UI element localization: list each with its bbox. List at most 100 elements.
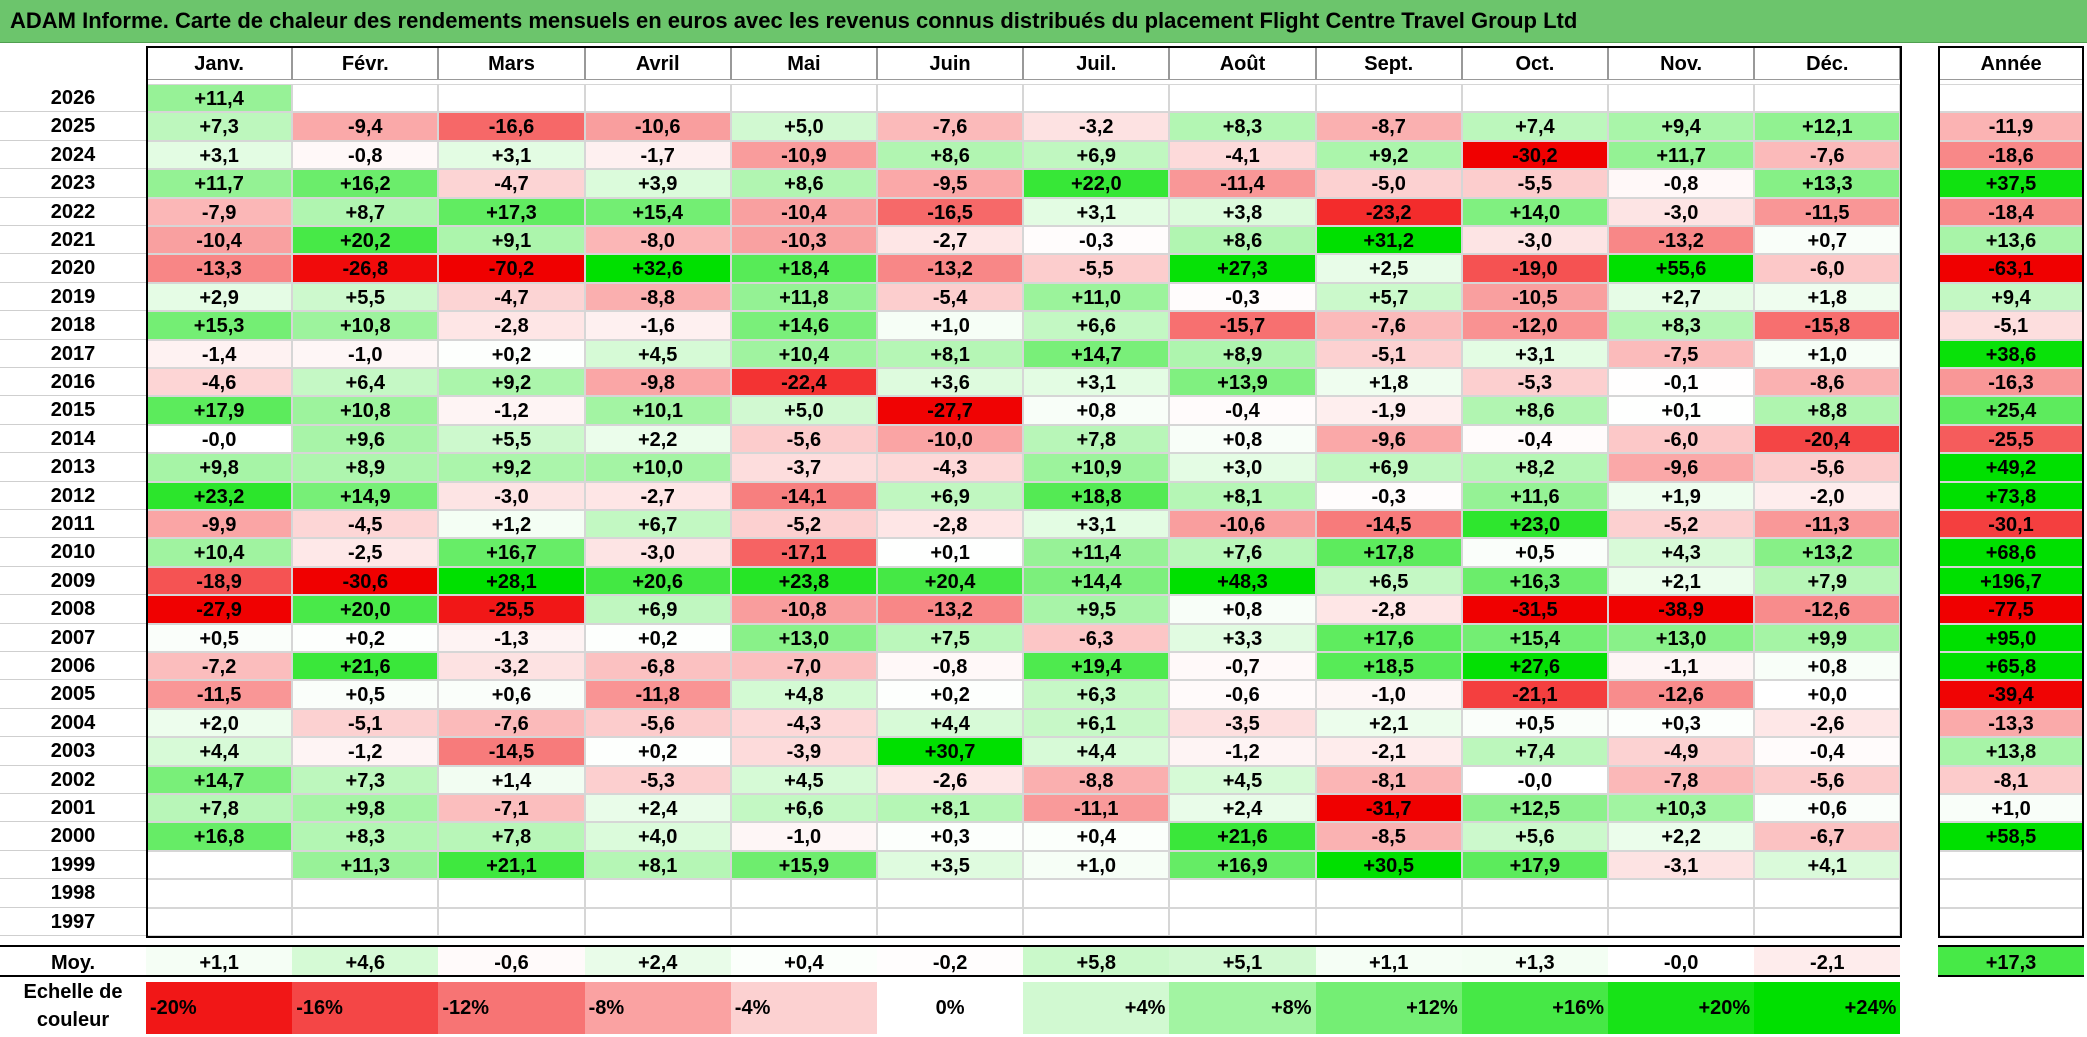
heatmap-cell: -2,6 [1754, 708, 1901, 738]
row-year-label: 2026 [0, 84, 146, 113]
heatmap-cell: +5,5 [292, 282, 439, 312]
column-header: Sept. [1315, 46, 1462, 80]
heatmap-cell: +5,5 [438, 424, 585, 454]
heatmap-cell: +27,3 [1169, 254, 1316, 283]
average-cell: +5,1 [1169, 945, 1316, 977]
heatmap-cell: -8,8 [584, 282, 731, 312]
heatmap-cell: -3,1 [1608, 850, 1755, 880]
heatmap-cell: -31,7 [1315, 794, 1462, 823]
heatmap-cell: +10,1 [584, 396, 731, 425]
heatmap-cell: -30,2 [1461, 140, 1608, 170]
heatmap-cell: -3,7 [730, 453, 877, 482]
heatmap-cell [438, 84, 585, 113]
heatmap-cell: -27,7 [877, 396, 1024, 425]
heatmap-cell: -1,6 [584, 311, 731, 340]
heatmap-cell: -10,9 [730, 140, 877, 170]
heatmap-cell: -8,6 [1754, 368, 1901, 397]
heatmap-cell: -0,4 [1169, 396, 1316, 425]
heatmap-cell: +17,6 [1315, 623, 1462, 652]
row-year-label: 2025 [0, 112, 146, 141]
heatmap-cell: -0,3 [1169, 282, 1316, 312]
heatmap-annual-cell: +37,5 [1938, 169, 2084, 198]
heatmap-cell: +11,6 [1461, 481, 1608, 510]
heatmap-cell: -19,0 [1461, 254, 1608, 283]
heatmap-cell: -5,3 [584, 765, 731, 794]
heatmap-cell: -0,8 [292, 140, 439, 170]
column-header-year: Année [1938, 46, 2084, 80]
heatmap-cell: +8,6 [1169, 226, 1316, 255]
heatmap-cell: -11,1 [1023, 794, 1170, 823]
heatmap-cell: +6,1 [1023, 708, 1170, 738]
heatmap-cell: -1,2 [292, 737, 439, 766]
column-header: Mai [730, 46, 877, 80]
heatmap-cell: +0,1 [1608, 396, 1755, 425]
heatmap-cell [584, 907, 731, 936]
color-scale-step: 0% [877, 982, 1024, 1034]
heatmap-cell: +7,4 [1461, 112, 1608, 141]
heatmap-cell: +8,3 [292, 822, 439, 851]
heatmap-cell: +23,0 [1461, 510, 1608, 539]
heatmap-cell [584, 84, 731, 113]
heatmap-cell: +30,5 [1315, 850, 1462, 880]
heatmap-cell: +3,1 [438, 140, 585, 170]
heatmap-cell [1461, 907, 1608, 936]
row-year-label: 2014 [0, 424, 146, 454]
heatmap-annual-cell: +58,5 [1938, 822, 2084, 851]
heatmap-cell: +20,4 [877, 566, 1024, 596]
column-header: Févr. [292, 46, 439, 80]
heatmap-cell: -7,6 [438, 708, 585, 738]
heatmap-annual-cell: +73,8 [1938, 481, 2084, 510]
column-header: Août [1169, 46, 1316, 80]
heatmap-cell: -1,2 [438, 396, 585, 425]
heatmap-cell: -5,6 [1754, 765, 1901, 794]
color-scale-step: -16% [292, 982, 439, 1034]
heatmap-cell: -14,5 [438, 737, 585, 766]
row-year-label: 2004 [0, 708, 146, 738]
heatmap-cell: +8,1 [877, 794, 1024, 823]
heatmap-cell: +0,8 [1023, 396, 1170, 425]
heatmap-annual-cell: +1,0 [1938, 794, 2084, 823]
heatmap-cell [877, 907, 1024, 936]
heatmap-cell: +23,2 [146, 481, 293, 510]
average-row-label: Moy. [0, 945, 146, 977]
heatmap-cell: +10,8 [292, 311, 439, 340]
column-header: Mars [438, 46, 585, 80]
row-year-label: 2011 [0, 510, 146, 539]
heatmap-cell: -2,0 [1754, 481, 1901, 510]
row-year-label: 2009 [0, 566, 146, 596]
column-header: Déc. [1754, 46, 1901, 80]
heatmap-cell [1315, 907, 1462, 936]
heatmap-cell: +1,9 [1608, 481, 1755, 510]
heatmap-cell: +14,6 [730, 311, 877, 340]
heatmap-cell: +1,8 [1315, 368, 1462, 397]
heatmap-cell: -13,2 [877, 595, 1024, 624]
heatmap-cell: +4,0 [584, 822, 731, 851]
heatmap-cell: -8,1 [1315, 765, 1462, 794]
heatmap-cell: -3,2 [1023, 112, 1170, 141]
heatmap-cell: +0,2 [584, 737, 731, 766]
heatmap-cell: -5,2 [730, 510, 877, 539]
heatmap-cell: -11,8 [584, 680, 731, 709]
color-scale-step: +16% [1461, 982, 1608, 1034]
heatmap-cell: -8,0 [584, 226, 731, 255]
heatmap-cell: -5,6 [1754, 453, 1901, 482]
heatmap-cell: -0,3 [1315, 481, 1462, 510]
heatmap-cell: +7,8 [146, 794, 293, 823]
heatmap-cell: +18,4 [730, 254, 877, 283]
heatmap-cell: -1,0 [1315, 680, 1462, 709]
heatmap-cell: -7,0 [730, 652, 877, 681]
heatmap-cell: +0,8 [1169, 595, 1316, 624]
heatmap-cell: -6,8 [584, 652, 731, 681]
heatmap-cell: +8,1 [1169, 481, 1316, 510]
heatmap-cell: +11,0 [1023, 282, 1170, 312]
heatmap-cell: -14,1 [730, 481, 877, 510]
column-header: Juin [877, 46, 1024, 80]
heatmap-cell: +0,5 [292, 680, 439, 709]
column-header: Oct. [1461, 46, 1608, 80]
heatmap-cell: +21,6 [1169, 822, 1316, 851]
heatmap-cell: +5,0 [730, 396, 877, 425]
heatmap-cell: +8,2 [1461, 453, 1608, 482]
heatmap-cell: +6,7 [584, 510, 731, 539]
heatmap-cell: +20,0 [292, 595, 439, 624]
heatmap-cell: +3,1 [1461, 339, 1608, 368]
